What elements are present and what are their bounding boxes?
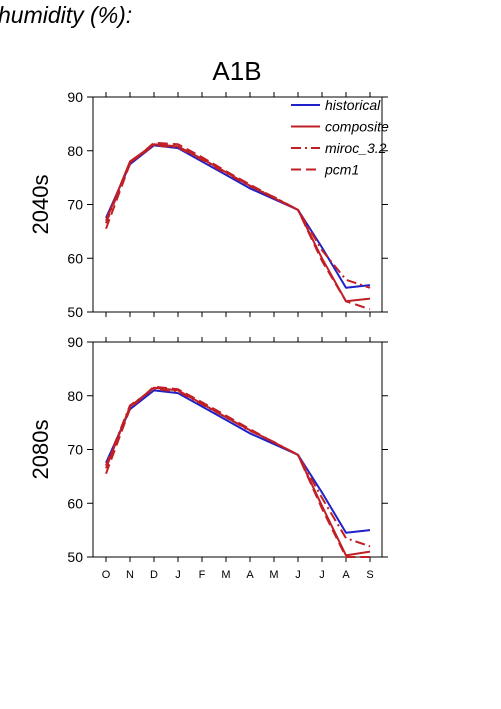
series-line-pcm1: [105, 385, 370, 558]
y-tick-label: 70: [67, 197, 83, 213]
chart-title: A1B: [212, 56, 261, 86]
x-tick-label: M: [221, 569, 230, 581]
series-line-historical: [105, 389, 371, 534]
legend-label: historical: [325, 97, 381, 113]
x-tick-label: J: [295, 569, 301, 581]
series-line-composite: [105, 386, 371, 557]
y-tick-label: 70: [67, 442, 83, 458]
x-tick-label: J: [319, 569, 325, 581]
legend: historical composite miroc_3.2 pcm1: [291, 97, 389, 178]
x-tick-label: O: [102, 569, 111, 581]
series-line-pcm1: [105, 141, 371, 311]
x-tick-label: N: [126, 569, 134, 581]
y-tick-label: 90: [67, 334, 83, 350]
y-tick-label: 60: [67, 250, 83, 266]
x-tick-label: F: [199, 569, 206, 581]
page-title: humidity (%):: [0, 2, 133, 28]
series-line-miroc-3-2: [105, 144, 371, 289]
chart-panel: 50 60 70 80 90 2080s O N D J F M A M J J A S: [28, 334, 388, 581]
y-tick-label: 80: [67, 388, 83, 404]
chart-panel: 50 60 70 80 90 2040s historical composite miroc_…: [28, 89, 389, 320]
y-axis-label: 2080s: [28, 420, 53, 480]
x-tick-label: A: [246, 569, 254, 581]
y-tick-label: 90: [67, 89, 83, 105]
chart-panels: 50 60 70 80 90 2040s historical composite miroc_…: [28, 89, 389, 581]
x-tick-label: S: [366, 569, 373, 581]
x-tick-label: J: [175, 569, 181, 581]
y-axis-label: 2040s: [28, 175, 53, 235]
legend-label: pcm1: [324, 162, 359, 178]
y-tick-label: 50: [67, 304, 83, 320]
y-tick-label: 50: [67, 549, 83, 565]
y-tick-label: 80: [67, 143, 83, 159]
x-tick-label: M: [269, 569, 278, 581]
x-tick-label: D: [150, 569, 158, 581]
legend-label: miroc_3.2: [325, 140, 387, 156]
y-tick-label: 60: [67, 495, 83, 511]
x-tick-label: A: [342, 569, 350, 581]
legend-label: composite: [325, 119, 389, 135]
